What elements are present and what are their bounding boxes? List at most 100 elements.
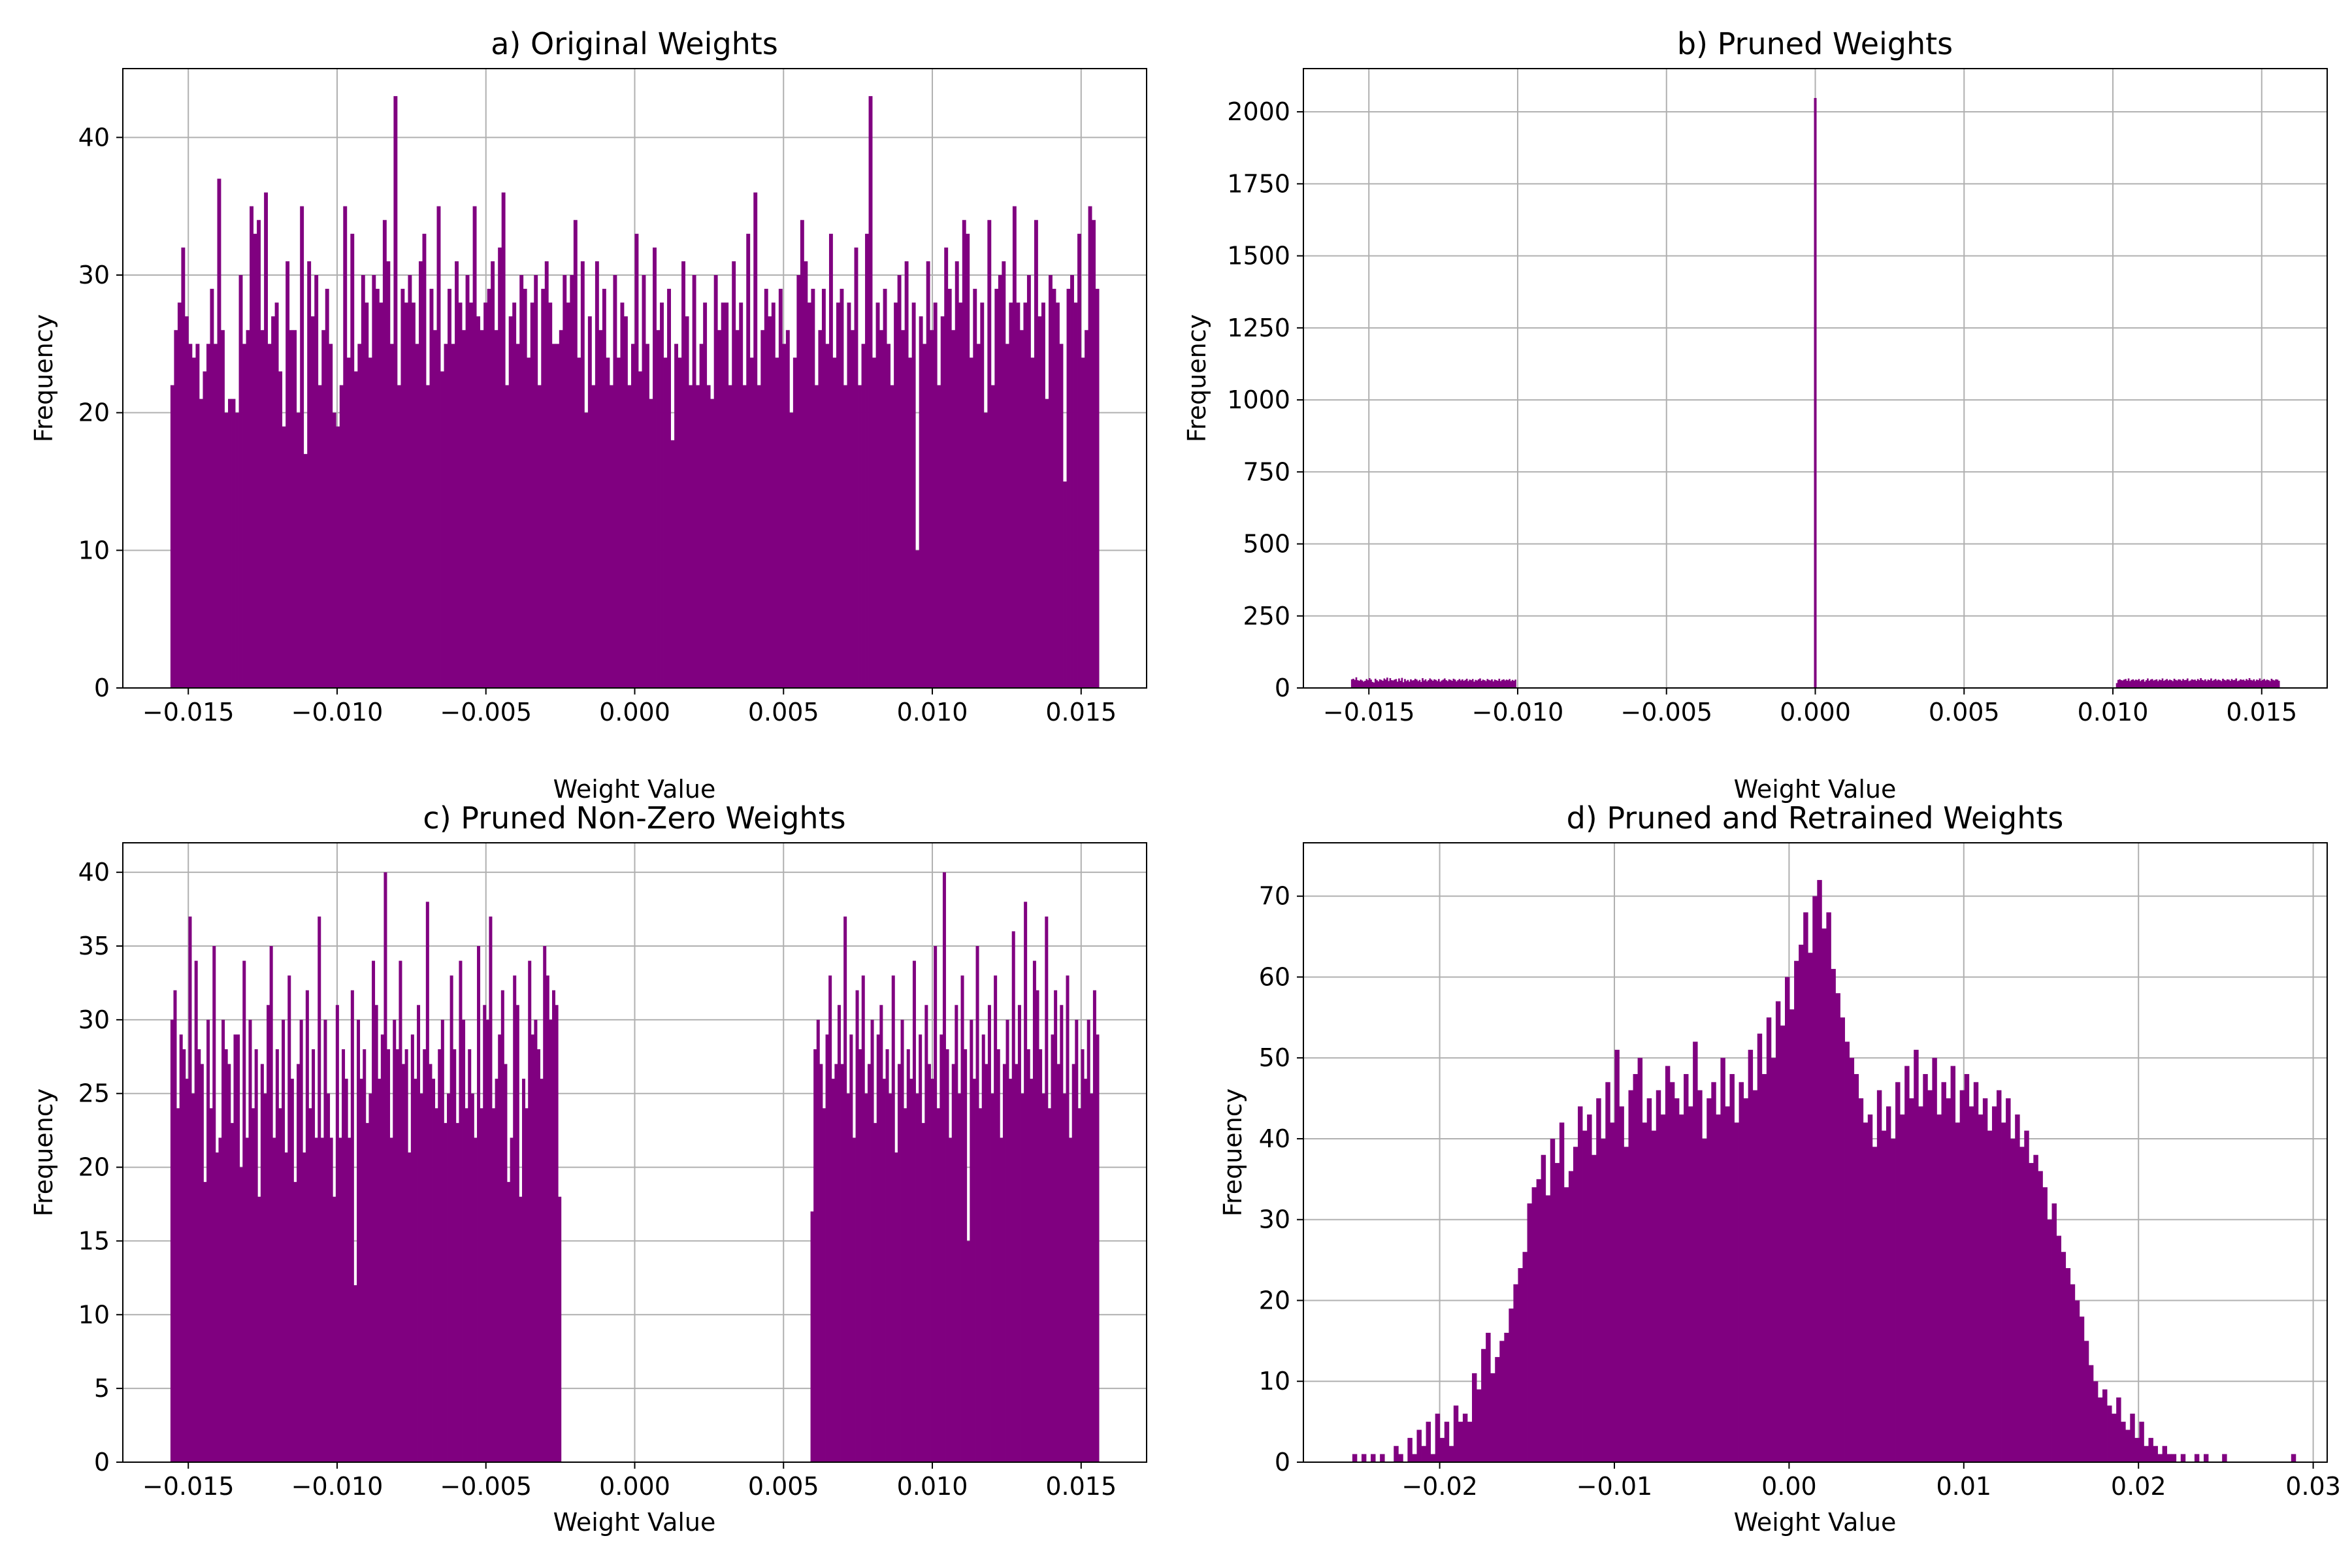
histogram-bar: [194, 960, 198, 1462]
histogram-bar: [476, 316, 481, 688]
histogram-bars: [1350, 97, 2280, 689]
histogram-bar: [260, 1064, 264, 1462]
histogram-bar: [566, 302, 570, 689]
histogram-bar: [875, 302, 880, 689]
histogram-bar: [1011, 931, 1015, 1462]
histogram-bar: [462, 1019, 466, 1462]
histogram-bar: [1367, 680, 1369, 688]
histogram-bar: [459, 960, 463, 1462]
histogram-bar: [870, 1019, 874, 1462]
histogram-bar: [2123, 679, 2125, 688]
histogram-bar: [2235, 678, 2238, 688]
histogram-bar: [404, 1049, 408, 1462]
histogram-bar: [1725, 1106, 1730, 1462]
histogram-bar: [851, 330, 855, 688]
histogram-bar: [1486, 1332, 1491, 1462]
histogram-bar: [2206, 681, 2208, 688]
histogram-bar: [179, 1034, 183, 1462]
histogram-bar: [1445, 680, 1447, 688]
histogram-bar: [2167, 680, 2170, 688]
histogram-bar: [2148, 680, 2150, 688]
x-tick-label: 0.010: [897, 1472, 968, 1501]
histogram-bar: [321, 330, 326, 688]
histogram-bar: [1047, 1108, 1051, 1462]
histogram-bar: [2116, 1397, 2121, 1462]
histogram-bar: [1863, 1122, 1869, 1462]
x-tick-label: 0.000: [599, 1472, 670, 1501]
histogram-bar: [1054, 990, 1058, 1462]
histogram-bar: [1096, 1034, 1100, 1462]
histogram-bar: [1465, 678, 1468, 688]
histogram-bar: [753, 192, 758, 689]
histogram-bar: [314, 275, 319, 688]
histogram-bar: [197, 1049, 201, 1462]
histogram-bar: [290, 1079, 294, 1462]
histogram-bar: [1407, 1437, 1413, 1462]
histogram-bar: [1401, 678, 1403, 688]
histogram-bar: [1371, 1454, 1376, 1462]
x-tick-label: −0.010: [291, 1472, 384, 1501]
x-tick-label: −0.005: [1620, 698, 1712, 727]
histogram-bar: [375, 289, 380, 689]
histogram-bar: [368, 1093, 372, 1462]
histogram-bar: [796, 275, 801, 688]
histogram-bar: [191, 357, 196, 688]
y-tick-label: 35: [78, 932, 110, 960]
histogram-bar: [393, 1019, 397, 1462]
x-tick-label: 0.005: [1929, 698, 2000, 727]
histogram-bar: [513, 975, 517, 1462]
histogram-bar: [1578, 1106, 1583, 1462]
histogram-bar: [505, 385, 510, 688]
histogram-bar: [458, 302, 463, 689]
histogram-bar: [921, 1122, 925, 1462]
histogram-bar: [411, 302, 416, 689]
histogram-bar: [598, 330, 603, 688]
histogram-bar: [440, 371, 444, 688]
histogram-bar: [1424, 679, 1427, 688]
histogram-bar: [831, 1079, 835, 1462]
histogram-bar: [2015, 1114, 2020, 1462]
histogram-bar: [2117, 679, 2119, 688]
histogram-bar: [1511, 679, 1514, 688]
histogram-bar: [1497, 680, 1499, 688]
y-axis-label: Frequency: [29, 1088, 58, 1217]
histogram-bar: [537, 385, 542, 688]
histogram-bar: [510, 1137, 514, 1462]
x-ticks: −0.015 −0.010 −0.005 0.000 0.005 0.010 0.015: [142, 1462, 1117, 1501]
histogram-bar: [1009, 302, 1013, 689]
histogram-bar: [335, 1005, 339, 1462]
histogram-bar: [1684, 1073, 1689, 1462]
histogram-bar: [2056, 1235, 2062, 1462]
histogram-bar: [378, 1079, 382, 1462]
histogram-bar: [528, 960, 532, 1462]
histogram-bar: [1460, 680, 1462, 688]
histogram-bar: [1454, 679, 1456, 688]
histogram-bar: [923, 344, 927, 688]
histogram-bar: [215, 1152, 219, 1462]
histogram-bar: [874, 1122, 877, 1462]
histogram-bar: [170, 1019, 174, 1462]
histogram-bar: [188, 916, 192, 1462]
histogram-bar: [199, 399, 203, 688]
histogram-bar: [653, 247, 657, 688]
histogram-bar: [1431, 680, 1434, 688]
histogram-bar: [2001, 1122, 2006, 1462]
histogram-bar: [1428, 680, 1429, 688]
histogram-bar: [865, 233, 869, 688]
histogram-bar: [552, 990, 556, 1462]
histogram-bar: [2200, 678, 2202, 688]
histogram-bar: [1510, 681, 1512, 688]
histogram-bars: [170, 872, 1100, 1462]
histogram-bar: [1674, 1098, 1680, 1462]
histogram-bar: [312, 1049, 316, 1462]
histogram-bar: [926, 261, 930, 688]
histogram-bar: [228, 399, 232, 688]
histogram-bar: [297, 1064, 301, 1462]
histogram-bar: [1489, 680, 1492, 688]
histogram-bar: [1015, 1064, 1019, 1462]
histogram-bar: [1430, 679, 1433, 688]
histogram-bar: [1991, 1106, 1997, 1462]
histogram-bar: [2220, 681, 2223, 688]
histogram-bar: [1886, 1106, 1891, 1462]
histogram-bar: [919, 316, 923, 688]
